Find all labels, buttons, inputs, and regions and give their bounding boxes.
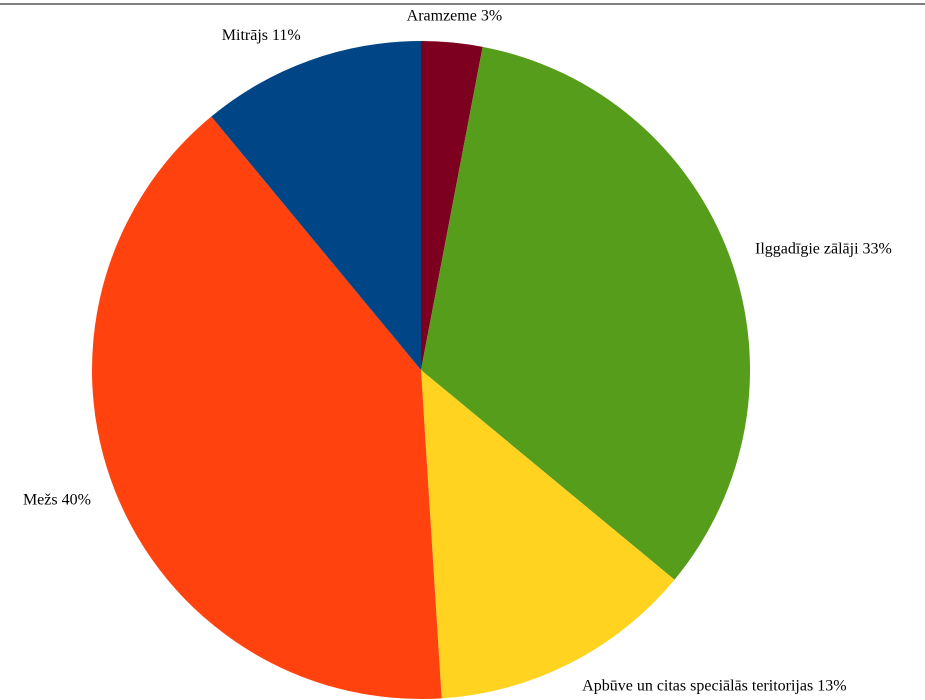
- value-label: 40%: [62, 491, 91, 508]
- pie-slice: [421, 46, 751, 580]
- value-label: 33%: [863, 240, 892, 257]
- category-label: Aramzeme: [407, 7, 477, 24]
- slice-label: Mežs 40%: [23, 491, 91, 508]
- category-label: Mežs: [23, 491, 58, 508]
- category-label: Ilggadīgie zālāji: [755, 240, 859, 257]
- pie-slice: [91, 116, 442, 699]
- pie-slice: [211, 41, 421, 370]
- slice-label: Mitrājs 11%: [222, 27, 301, 44]
- value-label: 13%: [817, 677, 846, 694]
- pie-slice: [421, 370, 675, 699]
- value-label: 11%: [272, 27, 301, 44]
- slice-label: Aramzeme 3%: [407, 7, 503, 24]
- slice-label: Apbūve un citas speciālās teritorijas 13…: [582, 677, 846, 694]
- pie-slice: [421, 41, 483, 370]
- value-label: 3%: [481, 7, 502, 24]
- category-label: Mitrājs: [222, 27, 268, 44]
- slice-label: Ilggadīgie zālāji 33%: [755, 240, 892, 257]
- category-label: Apbūve un citas speciālās teritorijas: [582, 677, 813, 694]
